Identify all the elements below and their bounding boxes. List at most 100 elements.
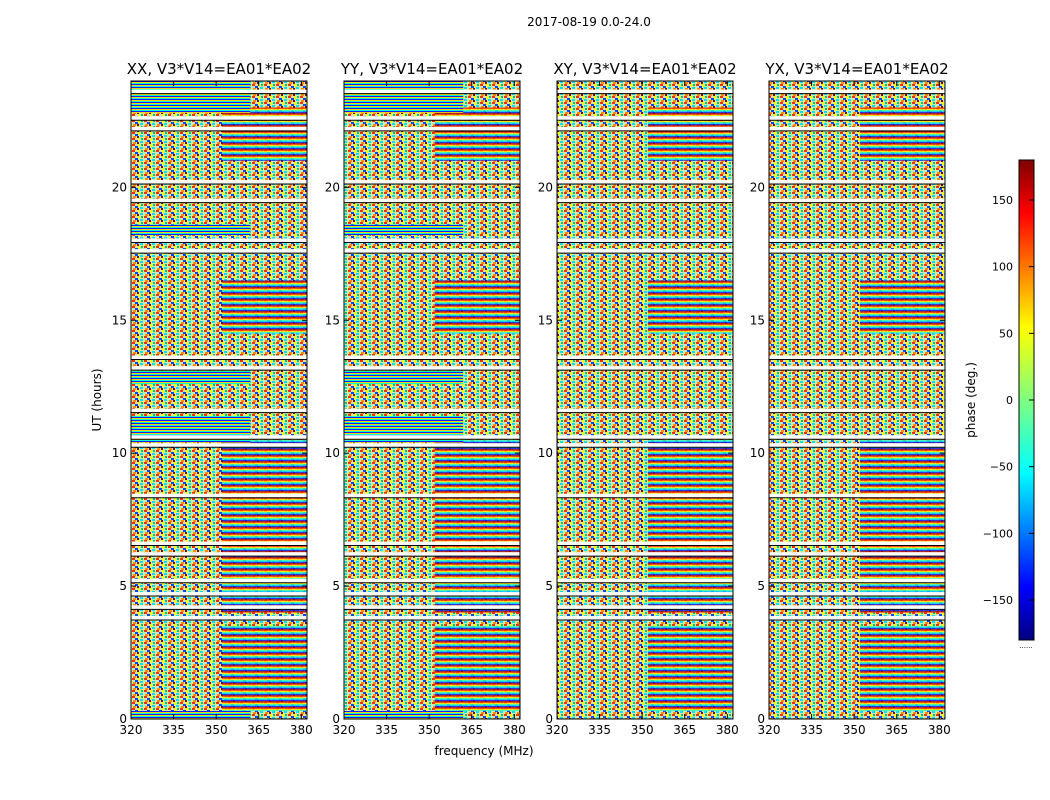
flagged-row [557, 541, 733, 546]
flagged-row [557, 249, 733, 254]
panel-frame [768, 80, 946, 720]
flagged-row [769, 578, 945, 583]
y-tick-label: 10 [750, 446, 765, 460]
y-tick-label: 20 [112, 180, 127, 194]
y-tick-label: 0 [757, 712, 765, 726]
flagged-row [344, 435, 520, 440]
flagged-row [131, 238, 307, 243]
flagged-row [131, 89, 307, 94]
colorbar-tick-label: 50 [999, 327, 1013, 340]
y-tick-label: 20 [325, 180, 340, 194]
flagged-row [131, 116, 307, 121]
flagged-row [769, 238, 945, 243]
flagged-row [131, 355, 307, 360]
fringe-region [859, 439, 945, 613]
panel-noise-image [769, 81, 945, 719]
flagged-row [769, 552, 945, 557]
flagged-row [557, 615, 733, 620]
x-tick-label: 335 [800, 723, 823, 737]
flagged-row [557, 578, 733, 583]
flagged-row [131, 249, 307, 254]
flagged-row [557, 355, 733, 360]
flagged-row [769, 605, 945, 610]
x-tick-label: 335 [375, 723, 398, 737]
flagged-row [557, 493, 733, 498]
flagged-row [131, 578, 307, 583]
x-tick-label: 365 [885, 723, 908, 737]
flagged-row [131, 605, 307, 610]
flagged-row [344, 116, 520, 121]
y-tick-label: 5 [119, 579, 127, 593]
fringe-region [859, 107, 945, 161]
panel-frame [343, 80, 521, 720]
x-tick-label: 320 [120, 723, 143, 737]
colorbar-label: phase (deg.) [964, 362, 978, 438]
fringe-region [434, 439, 520, 613]
flagged-row [131, 493, 307, 498]
flagged-row [344, 126, 520, 131]
y-tick-label: 15 [112, 313, 127, 327]
colorbar-tick-label: 100 [992, 261, 1013, 274]
x-tick-label: 350 [631, 723, 654, 737]
banded-region [131, 711, 251, 719]
panel-title: XY, V3*V14=EA01*EA02 [553, 60, 736, 78]
y-tick-label: 10 [325, 446, 340, 460]
x-tick-label: 350 [418, 723, 441, 737]
flagged-row [344, 578, 520, 583]
flagged-row [344, 180, 520, 185]
flagged-row [131, 180, 307, 185]
panel-noise-image [557, 81, 733, 719]
flagged-row [769, 366, 945, 371]
fringe-region [221, 625, 307, 712]
flagged-row [769, 435, 945, 440]
flagged-row [344, 89, 520, 94]
flagged-row [344, 238, 520, 243]
y-tick-label: 15 [538, 313, 553, 327]
x-tick-label: 350 [205, 723, 228, 737]
y-tick-label: 0 [332, 712, 340, 726]
y-tick-label: 5 [332, 579, 340, 593]
flagged-row [769, 615, 945, 620]
y-tick-label: 0 [545, 712, 553, 726]
flagged-row [131, 435, 307, 440]
y-tick-label: 5 [757, 579, 765, 593]
panel-2: XY, V3*V14=EA01*EA02 320 335 350 365 380 0 5 10 1… [538, 60, 739, 737]
x-tick-label: 380 [503, 723, 526, 737]
y-tick-label: 15 [750, 313, 765, 327]
panel-frame [130, 80, 308, 720]
panel-title: YX, V3*V14=EA01*EA02 [764, 60, 948, 78]
x-tick-label: 365 [460, 723, 483, 737]
flagged-row [344, 541, 520, 546]
flagged-row [769, 89, 945, 94]
panel-title: YY, V3*V14=EA01*EA02 [340, 60, 523, 78]
colorbar: 150 100 50 0 −50 −100 −150 phase (deg.) ...... [964, 159, 1035, 650]
panel-title: XX, V3*V14=EA01*EA02 [127, 60, 311, 78]
flagged-row [557, 592, 733, 597]
x-tick-label: 320 [758, 723, 781, 737]
flagged-row [344, 249, 520, 254]
flagged-row [131, 443, 307, 448]
banded-region [131, 81, 251, 113]
panel-frame [556, 80, 734, 720]
fringe-region [647, 625, 733, 712]
x-tick-label: 380 [716, 723, 739, 737]
fringe-region [647, 107, 733, 161]
flagged-row [344, 443, 520, 448]
banded-region [131, 224, 251, 236]
banded-region [131, 370, 251, 385]
y-tick-label: 10 [112, 446, 127, 460]
fringe-region [859, 625, 945, 712]
x-axis-label: frequency (MHz) [434, 744, 533, 758]
flagged-row [769, 443, 945, 448]
colorbar-tick-label: 150 [992, 194, 1013, 207]
flagged-row [131, 592, 307, 597]
banded-region [344, 224, 464, 236]
flagged-row [557, 443, 733, 448]
fringe-region [221, 107, 307, 161]
y-tick-label: 15 [325, 313, 340, 327]
flagged-row [344, 198, 520, 203]
flagged-row [344, 493, 520, 498]
flagged-row [131, 126, 307, 131]
x-tick-label: 335 [162, 723, 185, 737]
figure-suptitle: 2017-08-19 0.0-24.0 [527, 15, 651, 29]
